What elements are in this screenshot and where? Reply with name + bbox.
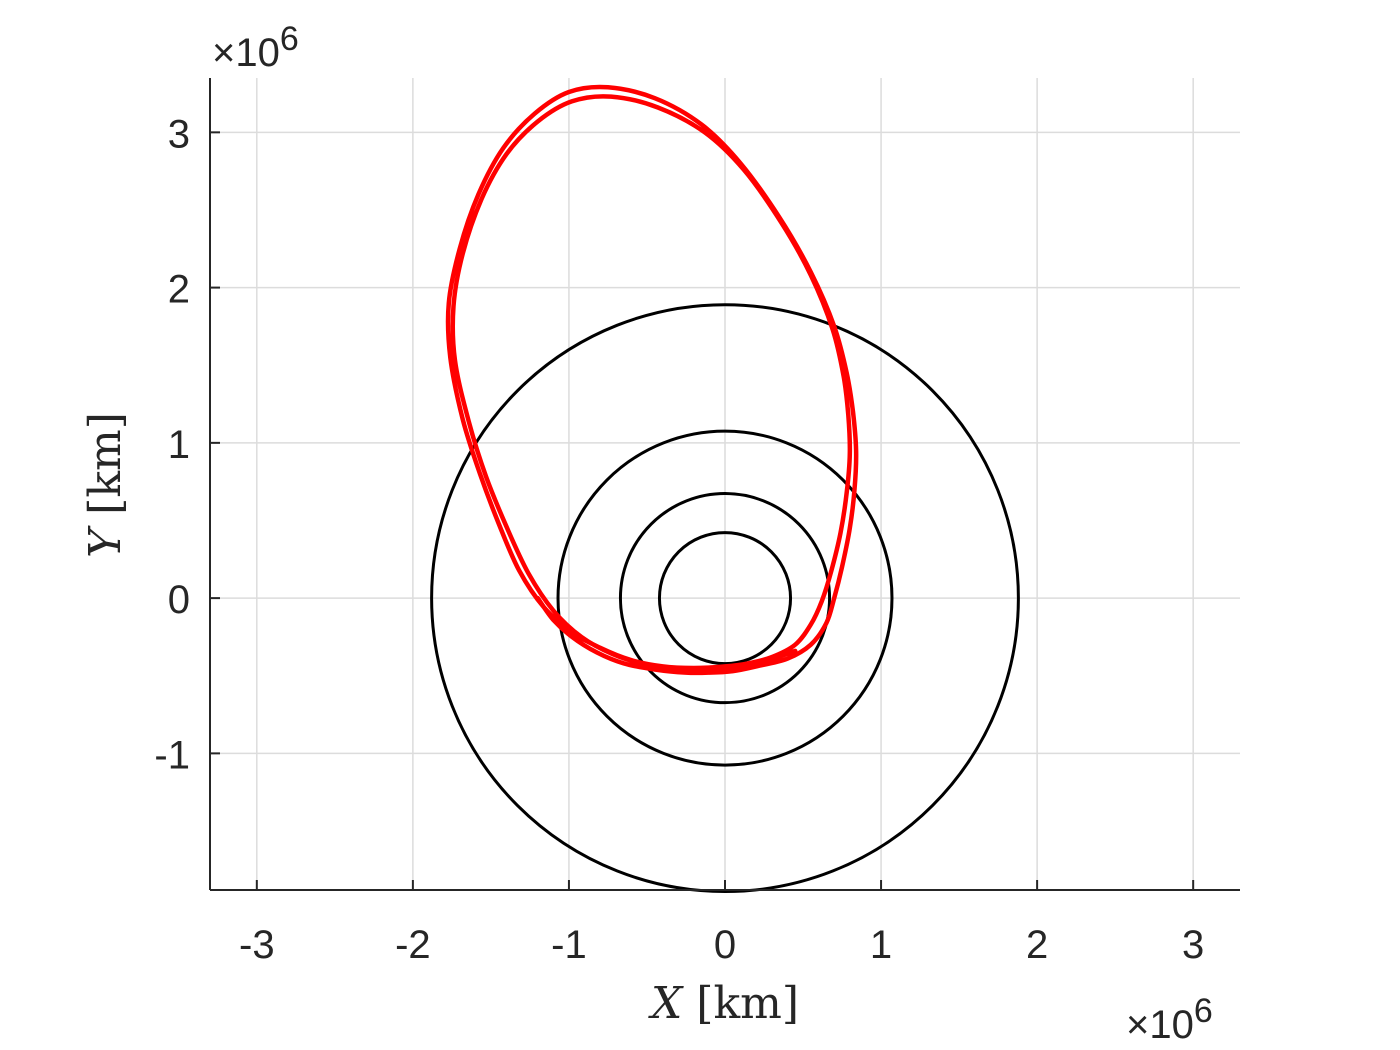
x-axis-var: X xyxy=(648,978,684,1029)
y-tick-label: 1 xyxy=(168,423,190,467)
x-tick-label: 0 xyxy=(714,923,736,967)
x-exponent-prefix: ×10 xyxy=(1126,1003,1194,1047)
x-axis-title: X [km] xyxy=(648,978,799,1029)
trajectory-layer xyxy=(445,84,859,676)
x-tick-label: 2 xyxy=(1026,923,1048,967)
x-tick-label: 3 xyxy=(1182,923,1204,967)
y-axis-title: Y [km] xyxy=(80,412,131,558)
x-tick-label: -1 xyxy=(551,923,587,967)
grid-lines xyxy=(210,78,1240,890)
orbit-circle xyxy=(618,492,832,705)
ticks: -3 -2 -1 0 1 2 3 -1 0 1 2 3 xyxy=(154,112,1204,967)
y-exponent-label: ×106 xyxy=(212,20,299,75)
y-tick-label: -1 xyxy=(154,733,190,777)
y-tick-label: 3 xyxy=(168,112,190,156)
orbit-circle xyxy=(657,531,793,666)
orbit-circle xyxy=(556,429,894,767)
x-exponent-power: 6 xyxy=(1194,992,1213,1030)
y-tick-label: 0 xyxy=(168,578,190,622)
orbit-circle xyxy=(430,303,1020,894)
y-axis-unit: [km] xyxy=(80,412,131,515)
x-axis-unit: [km] xyxy=(696,978,799,1029)
x-tick-label: -3 xyxy=(239,923,275,967)
trajectory-line xyxy=(445,84,859,676)
y-exponent-prefix: ×10 xyxy=(212,31,280,75)
y-tick-label: 2 xyxy=(168,268,190,312)
reference-circles xyxy=(430,303,1020,894)
x-tick-label: 1 xyxy=(870,923,892,967)
y-exponent-power: 6 xyxy=(280,20,299,58)
y-axis-var: Y xyxy=(80,525,131,558)
x-tick-label: -2 xyxy=(395,923,431,967)
x-exponent-label: ×106 xyxy=(1126,992,1213,1047)
